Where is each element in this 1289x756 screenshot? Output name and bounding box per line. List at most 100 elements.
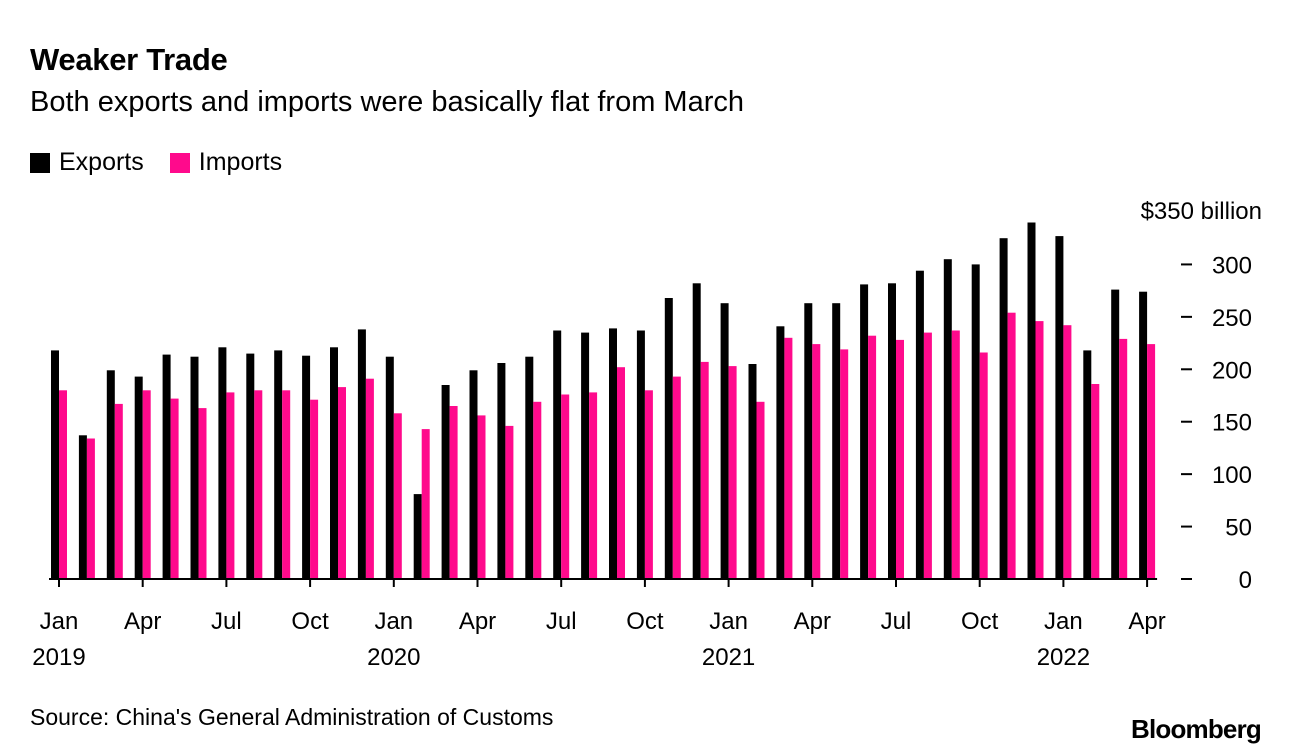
bar-exports-11 xyxy=(357,329,366,579)
bar-imports-20 xyxy=(617,367,625,579)
bar-exports-1 xyxy=(78,435,87,579)
bar-imports-5 xyxy=(198,408,207,579)
bar-exports-10 xyxy=(330,347,338,579)
bar-imports-18 xyxy=(561,394,570,579)
legend-label-exports: Exports xyxy=(59,148,144,176)
y-tick-label-100: 100 xyxy=(1212,462,1252,489)
bar-imports-23 xyxy=(700,361,709,579)
x-tick-year-12: 2020 xyxy=(367,644,420,671)
bar-imports-19 xyxy=(589,392,598,579)
y-tick-label-300: 300 xyxy=(1212,252,1252,279)
bar-exports-22 xyxy=(664,298,673,579)
x-tick-label-9: Oct xyxy=(291,608,329,635)
bar-imports-15 xyxy=(477,415,486,579)
y-tick-label-50: 50 xyxy=(1225,515,1252,542)
legend-label-imports: Imports xyxy=(198,148,283,176)
bar-imports-13 xyxy=(421,429,430,579)
bar-imports-30 xyxy=(896,339,904,579)
bloomberg-logo: Bloomberg xyxy=(1130,714,1262,744)
bar-imports-10 xyxy=(338,387,346,579)
bar-imports-26 xyxy=(784,337,793,579)
y-unit-label: $350 billion xyxy=(1141,198,1262,225)
legend-item-exports: Exports xyxy=(30,148,144,177)
bar-imports-32 xyxy=(951,330,960,579)
x-tick-label-33: Oct xyxy=(961,608,999,635)
bar-imports-38 xyxy=(1119,338,1128,579)
x-tick-label-24: Jan xyxy=(709,608,748,635)
x-tick-label-39: Apr xyxy=(1128,608,1165,635)
bar-imports-35 xyxy=(1035,321,1044,579)
legend-swatch-exports xyxy=(30,152,50,173)
bar-exports-21 xyxy=(636,330,645,579)
bar-exports-29 xyxy=(860,284,869,579)
bar-exports-19 xyxy=(581,332,590,579)
bar-exports-9 xyxy=(302,355,311,579)
bar-imports-27 xyxy=(812,344,821,579)
x-tick-label-0: Jan xyxy=(40,608,79,635)
bar-exports-3 xyxy=(134,376,143,579)
y-tick-label-0: 0 xyxy=(1239,567,1252,594)
bar-imports-37 xyxy=(1091,384,1100,579)
bar-exports-27 xyxy=(804,303,813,579)
source-note: Source: China's General Administration o… xyxy=(30,704,554,730)
bar-exports-23 xyxy=(692,283,701,579)
x-tick-label-30: Jul xyxy=(881,608,912,635)
bar-imports-16 xyxy=(505,425,514,579)
bar-exports-36 xyxy=(1055,236,1064,579)
bar-exports-13 xyxy=(413,494,422,579)
bar-imports-11 xyxy=(365,378,374,579)
x-tick-label-27: Apr xyxy=(794,608,831,635)
bar-exports-35 xyxy=(1027,222,1036,579)
bar-exports-31 xyxy=(915,270,924,579)
bar-imports-39 xyxy=(1147,344,1156,579)
bar-exports-32 xyxy=(943,259,952,579)
bar-imports-0 xyxy=(59,390,67,579)
bar-imports-21 xyxy=(644,390,653,579)
legend-swatch-imports xyxy=(169,152,190,173)
bar-imports-29 xyxy=(868,335,877,579)
bar-exports-24 xyxy=(720,303,729,579)
bar-exports-16 xyxy=(497,363,506,579)
x-tick-label-12: Jan xyxy=(374,608,413,635)
y-tick-label-150: 150 xyxy=(1212,410,1252,437)
bar-imports-2 xyxy=(114,403,123,579)
bar-exports-38 xyxy=(1111,289,1120,579)
bar-exports-7 xyxy=(246,353,255,579)
y-tick-label-200: 200 xyxy=(1212,357,1252,384)
bar-imports-6 xyxy=(226,392,235,579)
bar-exports-4 xyxy=(162,354,171,579)
x-tick-label-36: Jan xyxy=(1044,608,1083,635)
bar-imports-25 xyxy=(756,401,765,579)
bar-exports-34 xyxy=(999,238,1008,579)
y-tick-label-250: 250 xyxy=(1212,305,1252,332)
bar-imports-34 xyxy=(1007,312,1016,579)
bar-imports-3 xyxy=(142,390,151,579)
chart-subtitle: Both exports and imports were basically … xyxy=(30,86,744,118)
legend: Exports Imports xyxy=(30,148,308,177)
bar-exports-30 xyxy=(888,283,896,579)
bar-imports-4 xyxy=(170,398,179,579)
bar-imports-31 xyxy=(923,332,932,579)
bar-exports-20 xyxy=(609,328,617,579)
bar-exports-17 xyxy=(525,356,534,579)
bar-imports-24 xyxy=(728,366,737,579)
bar-imports-33 xyxy=(979,352,988,579)
x-tick-label-3: Apr xyxy=(124,608,161,635)
bar-imports-14 xyxy=(449,406,458,579)
x-tick-year-0: 2019 xyxy=(32,644,85,671)
bar-imports-7 xyxy=(254,390,263,579)
x-tick-year-36: 2022 xyxy=(1037,644,1090,671)
bar-imports-22 xyxy=(672,376,681,579)
bar-exports-8 xyxy=(274,350,283,579)
x-tick-label-15: Apr xyxy=(459,608,496,635)
bar-imports-36 xyxy=(1063,325,1072,579)
bar-imports-17 xyxy=(533,401,542,579)
bar-imports-8 xyxy=(282,390,291,579)
bar-exports-2 xyxy=(106,370,115,579)
bar-exports-12 xyxy=(385,356,394,579)
bar-exports-39 xyxy=(1139,291,1148,579)
bar-imports-12 xyxy=(393,413,402,579)
x-tick-year-24: 2021 xyxy=(702,644,755,671)
bar-exports-18 xyxy=(553,330,562,579)
